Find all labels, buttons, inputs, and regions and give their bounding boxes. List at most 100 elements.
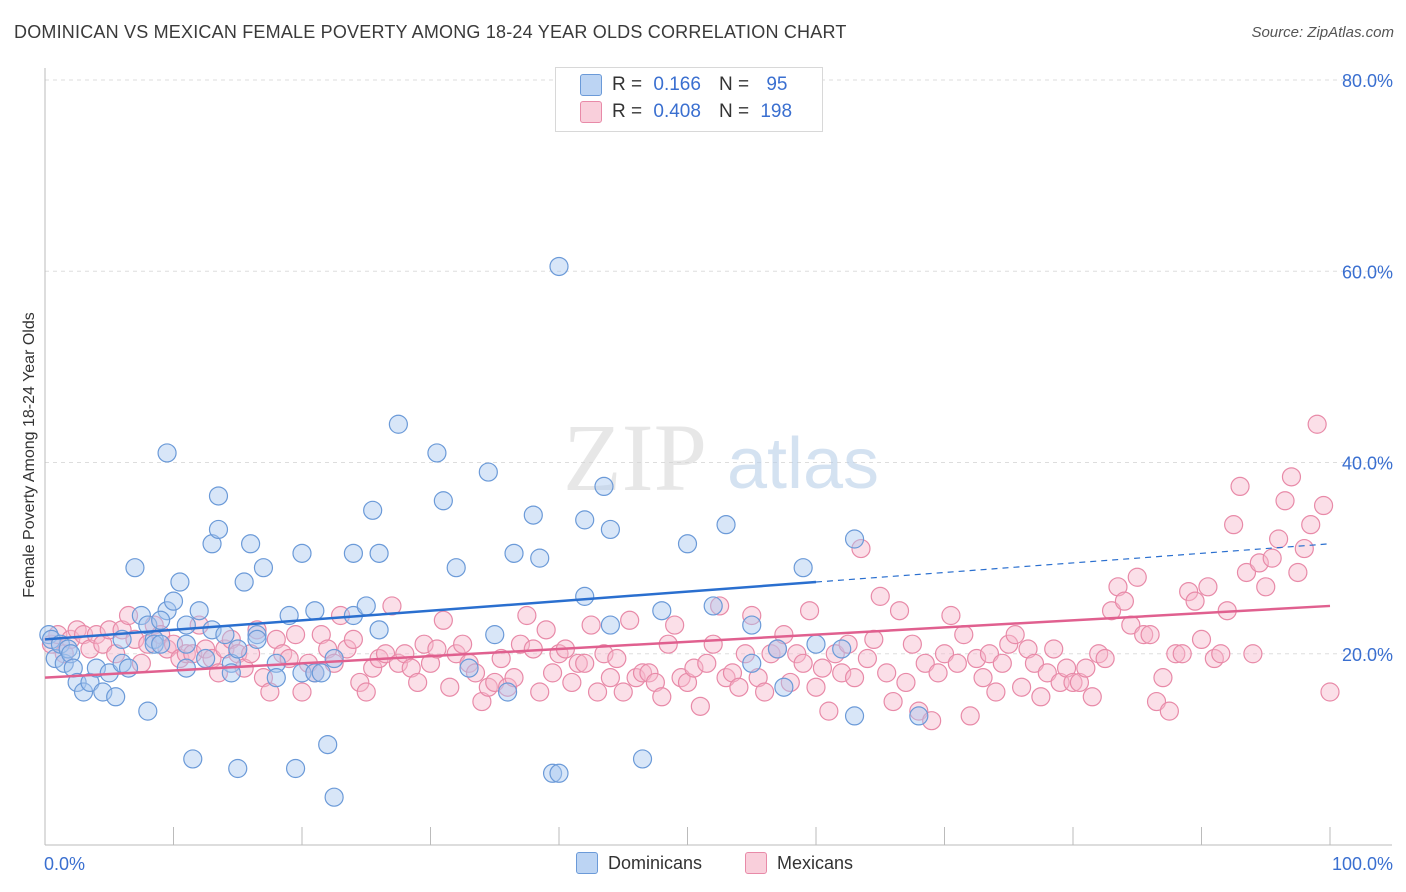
mexicans-point (710, 596, 730, 616)
mexicans-point (973, 668, 993, 688)
dominicans-point (45, 648, 65, 669)
dominicans-point (93, 682, 113, 702)
mexicans-point (536, 620, 556, 640)
dominicans-point (427, 443, 447, 463)
mexicans-point (870, 586, 890, 606)
dominicans-point (305, 601, 325, 621)
mexicans-point (941, 605, 961, 626)
stats-legend: R = 0.166 N = 95 R = 0.408 N = 198 (555, 67, 823, 132)
dominicans-point (125, 558, 145, 578)
dominicans-point (176, 634, 196, 654)
mexicans-point (851, 538, 871, 559)
mexicans-point (1095, 648, 1115, 669)
dominicans-point (600, 615, 621, 635)
mexicans-point (1256, 577, 1276, 597)
watermark-atlas: atlas (727, 424, 879, 504)
dominicans-point (433, 491, 453, 511)
dominicans-point (157, 443, 177, 463)
mexicans-point (639, 663, 659, 683)
mexicans-point (1179, 581, 1199, 602)
dominicans-point (600, 519, 621, 540)
mexicans-point (1108, 577, 1128, 597)
mexicans-point (774, 625, 794, 645)
mexicans-point (896, 672, 916, 693)
dominicans-point (202, 620, 222, 640)
mexicans-point (1076, 658, 1096, 678)
legend-item-dominicans[interactable]: Dominicans (576, 852, 702, 874)
mexicans-point (1262, 548, 1282, 568)
mexicans-point (1236, 562, 1257, 583)
dominicans-legend-swatch (576, 852, 598, 874)
dominicans-point (742, 653, 762, 673)
mexicans-point (992, 653, 1012, 673)
mexicans-point (562, 672, 582, 693)
mexicans-point (729, 677, 749, 697)
dominicans-point (575, 510, 595, 530)
dominicans-point (703, 596, 723, 616)
mexicans-point (684, 658, 704, 678)
mexicans-point (1275, 491, 1295, 511)
dominicans-point (369, 620, 389, 640)
mexicans-point (408, 672, 428, 693)
mexicans-point (832, 663, 852, 683)
dominicans-point (151, 610, 171, 630)
mexicans-point (1294, 538, 1314, 559)
mexicans-point (1153, 668, 1173, 688)
mexicans-point (356, 682, 376, 702)
dominicans-point (131, 605, 151, 626)
mexicans-point (1146, 691, 1167, 712)
trend-lines (44, 543, 1331, 679)
dominicans-point (459, 658, 479, 678)
mexicans-point (183, 644, 203, 664)
chart-title: DOMINICAN VS MEXICAN FEMALE POVERTY AMON… (14, 22, 847, 42)
mexicans-point (819, 701, 839, 721)
mexicans-point (922, 711, 942, 731)
dominicans-point (844, 529, 865, 549)
source-label: Source: ZipAtlas.com (1251, 24, 1394, 41)
n-label: N = (718, 101, 750, 122)
watermark: ZIP atlas (563, 404, 879, 511)
mexicans-point (909, 701, 929, 721)
mexicans-point (1140, 625, 1160, 645)
dominicans-point (793, 558, 813, 578)
mexicans-point (510, 634, 531, 654)
mexicans-point (877, 663, 897, 683)
dominicans-point (234, 572, 254, 592)
mexicans-point (844, 668, 865, 688)
mexicans-point (645, 672, 665, 693)
dominicans-trend-extension (815, 543, 1331, 583)
mexicans-point (260, 682, 280, 702)
mexicans-trend-line (44, 604, 1331, 679)
mexicans-legend-swatch (745, 852, 767, 874)
dominicans-point (652, 601, 672, 621)
dominicans-point (241, 534, 261, 554)
dominicans-point (530, 548, 550, 568)
mexicans-point (587, 682, 608, 702)
legend-item-mexicans[interactable]: Mexicans (745, 852, 853, 874)
mexicans-point (812, 658, 833, 678)
mexicans-point (1159, 701, 1179, 721)
mexicans-point (690, 696, 710, 716)
mexicans-point (954, 625, 974, 645)
mexicans-point (433, 610, 453, 630)
mexicans-point (883, 691, 903, 712)
mexicans-point (1230, 476, 1250, 497)
mexicans-point (947, 653, 967, 673)
mexicans-point (1185, 591, 1205, 611)
mexicans-point (1307, 414, 1327, 434)
grid-lines (45, 79, 1392, 655)
mexicans-point (754, 682, 775, 702)
dominicans-point (542, 763, 563, 783)
n-label: N = (718, 74, 750, 95)
mexicans-point (491, 648, 511, 669)
r-label: R = (612, 74, 643, 95)
dominicans-point (106, 687, 126, 707)
mexicans-points (41, 414, 1340, 731)
dominicans-point (266, 668, 286, 688)
n-value-mexicans: 198 (760, 101, 793, 122)
mexicans-point (697, 653, 717, 673)
dominicans-point (388, 414, 408, 434)
dominicans-point (196, 648, 216, 669)
mexicans-point (1268, 529, 1289, 549)
mexicans-point (928, 663, 948, 683)
